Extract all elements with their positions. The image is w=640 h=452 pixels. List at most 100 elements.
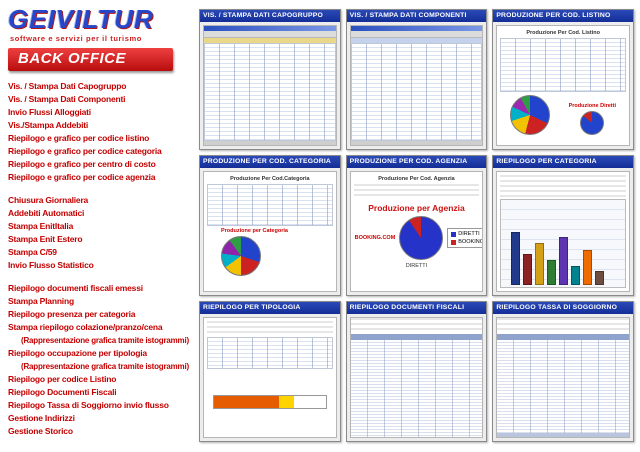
menu-item-vis-stampa-dati-capogruppo[interactable]: Vis. / Stampa Dati Capogruppo xyxy=(8,81,127,91)
panel-dati-componenti[interactable]: VIS. / STAMPA DATI COMPONENTI xyxy=(345,9,488,150)
menu: Vis. / Stampa Dati Capogruppo Vis. / Sta… xyxy=(8,80,194,438)
menu-item-riepilogo-occupazione-per-tipologia[interactable]: Riepilogo occupazione per tipologia xyxy=(8,348,147,358)
menu-item-vis-stampa-dati-componenti[interactable]: Vis. / Stampa Dati Componenti xyxy=(8,94,126,104)
menu-item-riepilogo-grafico-codice-categoria[interactable]: Riepilogo e grafico per codice categoria xyxy=(8,146,162,156)
dense-table-mock xyxy=(349,317,484,438)
panel-body: Produzione Per Cod. Agenzia Produzione p… xyxy=(346,168,487,295)
report-header-mock xyxy=(500,175,626,197)
table-rows-mock xyxy=(207,184,333,226)
bar xyxy=(559,237,569,285)
menu-item-riepilogo-grafico-codice-agenzia[interactable]: Riepilogo e grafico per codice agenzia xyxy=(8,172,156,182)
chart-legend: DIRETTI 90,5% BOOKING.COM 9,5% xyxy=(447,228,483,248)
bar xyxy=(571,266,581,285)
report-header-mock xyxy=(350,318,483,332)
menu-item-stampa-planning[interactable]: Stampa Planning xyxy=(8,296,74,306)
report-title: Produzione Per Cod. Agenzia xyxy=(378,176,455,182)
panel-riepilogo-tassa-soggiorno[interactable]: RIEPILOGO TASSA DI SOGGIORNO xyxy=(492,301,634,442)
menu-item-riepilogo-per-codice-listino[interactable]: Riepilogo per codice Listino xyxy=(8,374,117,384)
panel-title-produzione-listino: PRODUZIONE PER COD. LISTINO xyxy=(493,10,633,22)
panel-title-riepilogo-tipologia: RIEPILOGO PER TIPOLOGIA xyxy=(200,302,340,314)
panel-produzione-categoria[interactable]: PRODUZIONE PER COD. CATEGORIA Produzione… xyxy=(199,155,341,296)
report-header-mock xyxy=(353,184,480,198)
panel-body: Produzione Per Cod. Listino Produzione D… xyxy=(493,22,633,149)
logo: GEIVILTUR software e servizi per il turi… xyxy=(8,4,194,44)
sidebar: GEIVILTUR software e servizi per il turi… xyxy=(0,0,196,452)
menu-item-chiusura-giornaliera[interactable]: Chiusura Giornaliera xyxy=(8,195,89,205)
logo-text: GEIVILTUR xyxy=(8,4,154,34)
bar-segment xyxy=(278,395,295,408)
pie-chart-diretti xyxy=(580,111,605,135)
panel-body xyxy=(346,314,487,441)
legend-label: DIRETTI xyxy=(458,231,480,237)
report-mock: Produzione Per Cod.Categoria Produzione … xyxy=(203,171,337,292)
pie-charts-row: Produzione Diretti xyxy=(500,92,626,135)
slice-label: BOOKING.COM xyxy=(354,235,396,241)
bar xyxy=(547,259,557,285)
report-title: Produzione Per Cod. Listino xyxy=(526,30,600,36)
panel-body xyxy=(200,314,340,441)
legend-row-diretti: DIRETTI 90,5% xyxy=(451,231,482,237)
menu-item-invio-flusso-statistico[interactable]: Invio Flusso Statistico xyxy=(8,260,94,270)
panel-title-riepilogo-tassa-soggiorno: RIEPILOGO TASSA DI SOGGIORNO xyxy=(493,302,633,314)
menu-item-riepilogo-grafico-codice-listino[interactable]: Riepilogo e grafico per codice listino xyxy=(8,133,150,143)
pie-chart-title: Produzione per Categoria xyxy=(221,228,288,234)
table-header-mock xyxy=(204,38,336,43)
report-mock: Produzione Per Cod. Listino Produzione D… xyxy=(496,25,630,146)
legend-label: BOOKING.COM xyxy=(458,239,482,245)
menu-item-stampa-riepilogo-colazione-pranzo-cena[interactable]: Stampa riepilogo colazione/pranzo/cena xyxy=(8,322,163,332)
table-rows-mock xyxy=(204,43,336,141)
panel-riepilogo-categoria[interactable]: RIEPILOGO PER CATEGORIA xyxy=(492,155,634,296)
hbar-chart-tipologia xyxy=(213,394,327,409)
toolbar-mock xyxy=(204,31,336,38)
table-rows-mock xyxy=(497,340,629,433)
panel-body xyxy=(493,168,633,295)
menu-item-riepilogo-presenza-per-categoria[interactable]: Riepilogo presenza per categoria xyxy=(8,309,136,319)
panel-produzione-agenzia[interactable]: PRODUZIONE PER COD. AGENZIA Produzione P… xyxy=(345,155,488,296)
menu-item-gestione-storico[interactable]: Gestione Storico xyxy=(8,426,73,436)
panel-title-produzione-categoria: PRODUZIONE PER COD. CATEGORIA xyxy=(200,156,340,168)
table-header-mock xyxy=(350,334,483,340)
menu-group-3: Riepilogo documenti fiscali emessi Stamp… xyxy=(8,282,194,438)
panel-title-riepilogo-categoria: RIEPILOGO PER CATEGORIA xyxy=(493,156,633,168)
bar xyxy=(583,249,593,285)
panel-title-riepilogo-documenti-fiscali: RIEPILOGO DOCUMENTI FISCALI xyxy=(346,302,487,314)
bar-chart-categoria xyxy=(500,199,626,288)
menu-item-gestione-indirizzi[interactable]: Gestione Indirizzi xyxy=(8,413,75,423)
statusbar-mock xyxy=(204,141,336,145)
menu-item-invio-flussi-alloggiati[interactable]: Invio Flussi Alloggiati xyxy=(8,107,91,117)
window-titlebar-mock xyxy=(350,26,483,31)
table-total-row-mock xyxy=(497,433,629,437)
menu-item-riepilogo-grafico-centro-di-costo[interactable]: Riepilogo e grafico per centro di costo xyxy=(8,159,156,169)
logo-tagline: software e servizi per il turismo xyxy=(10,34,142,43)
menu-item-riepilogo-documenti-fiscali-emessi[interactable]: Riepilogo documenti fiscali emessi xyxy=(8,283,143,293)
panel-riepilogo-tipologia[interactable]: RIEPILOGO PER TIPOLOGIA xyxy=(199,301,341,442)
table-rows-mock xyxy=(350,340,483,437)
pie-chart-agenzia xyxy=(399,216,444,260)
panel-title-dati-componenti: VIS. / STAMPA DATI COMPONENTI xyxy=(346,10,487,22)
table-header-mock xyxy=(497,334,629,340)
menu-item-riepilogo-documenti-fiscali[interactable]: Riepilogo Documenti Fiscali xyxy=(8,387,117,397)
panel-dati-capogruppo[interactable]: VIS. / STAMPA DATI CAPOGRUPPO xyxy=(199,9,341,150)
report-mock xyxy=(496,171,630,292)
panel-body xyxy=(346,22,487,149)
menu-item-vis-stampa-addebiti[interactable]: Vis./Stampa Addebiti xyxy=(8,120,89,130)
panel-title-produzione-agenzia: PRODUZIONE PER COD. AGENZIA xyxy=(346,156,487,168)
menu-item-stampa-enit-estero[interactable]: Stampa Enit Estero xyxy=(8,234,83,244)
menu-item-stampa-c59[interactable]: Stampa C/59 xyxy=(8,247,57,257)
statusbar-mock xyxy=(350,141,483,145)
pie-chart-group: Produzione per Categoria xyxy=(207,226,333,276)
panel-riepilogo-documenti-fiscali[interactable]: RIEPILOGO DOCUMENTI FISCALI xyxy=(345,301,488,442)
report-header-mock xyxy=(497,318,629,332)
back-office-banner: BACK OFFICE xyxy=(8,48,173,71)
menu-item-addebiti-automatici[interactable]: Addebiti Automatici xyxy=(8,208,85,218)
pie-chart-diretti-group: Produzione Diretti xyxy=(569,103,616,135)
legend-swatch xyxy=(451,231,457,237)
pie-chart-diretti-label: Produzione Diretti xyxy=(568,103,616,109)
menu-item-stampa-enititalia[interactable]: Stampa EnitItalia xyxy=(8,221,74,231)
menu-item-riepilogo-tassa-soggiorno-invio-flusso[interactable]: Riepilogo Tassa di Soggiorno invio fluss… xyxy=(8,400,169,410)
report-header-mock xyxy=(207,321,333,335)
legend-row-booking: BOOKING.COM 9,5% xyxy=(451,239,482,245)
table-header-mock xyxy=(350,38,483,43)
panel-produzione-listino[interactable]: PRODUZIONE PER COD. LISTINO Produzione P… xyxy=(492,9,634,150)
